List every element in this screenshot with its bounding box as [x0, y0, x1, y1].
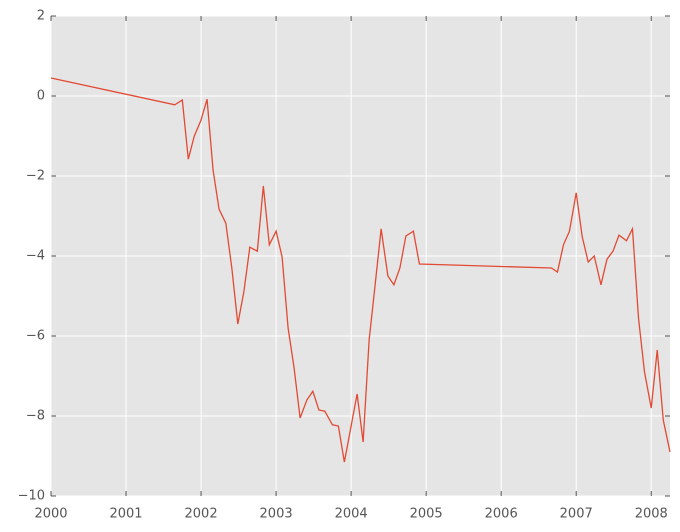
data-line: [50, 77, 671, 463]
x-tick-label: 2004: [335, 507, 368, 522]
x-tick-label: 2003: [260, 507, 293, 522]
x-tick-label: 2005: [410, 507, 443, 522]
x-tick-label: 2008: [635, 507, 668, 522]
y-tick-label: −6: [26, 329, 45, 344]
y-tick-label: −8: [26, 409, 45, 424]
x-tick-label: 2002: [185, 507, 218, 522]
x-tick-label: 2006: [485, 507, 518, 522]
y-tick-label: −10: [18, 489, 45, 504]
y-tick-label: −2: [26, 169, 45, 184]
x-tick-label: 2007: [560, 507, 593, 522]
y-tick-label: 2: [37, 9, 45, 24]
x-tick-label: 2000: [34, 507, 67, 522]
x-tick-label: 2001: [109, 507, 142, 522]
y-tick-label: 0: [37, 89, 45, 104]
y-tick-label: −4: [26, 249, 45, 264]
